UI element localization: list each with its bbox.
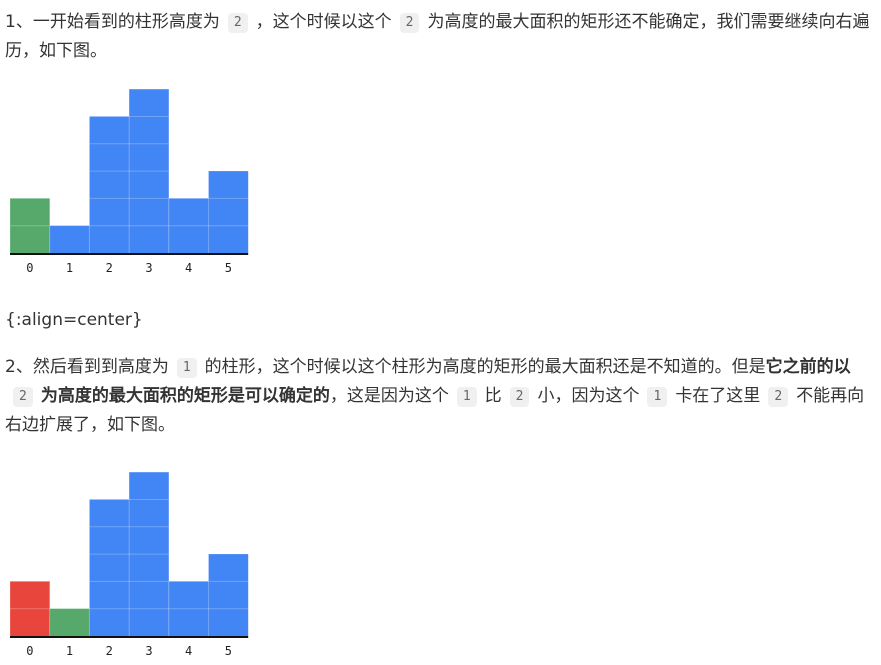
tick-label: 0 bbox=[26, 644, 33, 658]
inline-code: 2 bbox=[399, 13, 420, 33]
bar-0 bbox=[10, 198, 50, 253]
step1-paragraph: 1、一开始看到的柱形高度为 2 ，这个时候以这个 2 为高度的最大面积的矩形还不能确定，… bbox=[5, 8, 875, 66]
tick-label: 3 bbox=[145, 644, 152, 658]
step2-bold: 为高度的最大面积的矩形是可以确定的 bbox=[40, 386, 330, 406]
inline-code: 2 bbox=[509, 387, 530, 407]
tick-label: 3 bbox=[145, 261, 152, 275]
bar-5 bbox=[208, 554, 249, 636]
step1-text-mid: ，这个时候以这个 bbox=[255, 12, 392, 32]
step2-text: 不能再向右边扩展了，如下图。 bbox=[5, 386, 865, 435]
step2-text: 小，因为这个 bbox=[537, 386, 640, 406]
step1-text-after: 为高度的最大面积的矩形还不能确定，我们需要继续向右遍历，如下图。 bbox=[5, 12, 870, 61]
step2-text: 2、然后看到到高度为 bbox=[5, 357, 169, 377]
align-note: {:align=center} bbox=[5, 310, 143, 330]
tick-label: 4 bbox=[185, 261, 192, 275]
tick-label: 0 bbox=[26, 261, 33, 275]
bar-chart-2: 0 1 2 3 4 5 bbox=[10, 472, 249, 658]
bar-4 bbox=[168, 581, 209, 636]
bar-4 bbox=[168, 198, 209, 253]
tick-label: 5 bbox=[225, 261, 232, 275]
tick-label: 4 bbox=[185, 644, 192, 658]
inline-code: 1 bbox=[456, 387, 477, 407]
tick-label: 1 bbox=[66, 644, 73, 658]
bar-1 bbox=[49, 225, 90, 253]
step2-text: ，这是因为这个 bbox=[329, 386, 449, 406]
tick-label: 1 bbox=[66, 261, 73, 275]
inline-code: 2 bbox=[227, 13, 248, 33]
tick-label: 5 bbox=[225, 644, 232, 658]
inline-code: 2 bbox=[768, 387, 789, 407]
inline-code: 1 bbox=[176, 358, 197, 378]
step2-text: 的柱形，这个时候以这个柱形为高度的矩形的最大面积还是不知道的。但是 bbox=[204, 357, 766, 377]
bar-2 bbox=[89, 499, 130, 636]
bar-1 bbox=[49, 608, 90, 636]
inline-code: 2 bbox=[13, 387, 33, 407]
bar-chart-1: 0 1 2 3 4 5 bbox=[10, 89, 249, 275]
step1-text-before: 1、一开始看到的柱形高度为 bbox=[5, 12, 220, 32]
step2-bold: 它之前的以 bbox=[765, 357, 851, 377]
bar-5 bbox=[208, 171, 249, 253]
bar-0 bbox=[10, 581, 50, 636]
tick-label: 2 bbox=[106, 261, 113, 275]
step2-text: 卡在了这里 bbox=[675, 386, 761, 406]
bar-3 bbox=[129, 472, 169, 636]
inline-code: 1 bbox=[647, 387, 668, 407]
step2-text: 比 bbox=[484, 386, 502, 406]
tick-label: 2 bbox=[106, 644, 113, 658]
step2-paragraph: 2、然后看到到高度为 1 的柱形，这个时候以这个柱形为高度的矩形的最大面积还是不知道… bbox=[5, 353, 875, 440]
bar-3 bbox=[129, 89, 169, 253]
bar-2 bbox=[89, 116, 130, 253]
